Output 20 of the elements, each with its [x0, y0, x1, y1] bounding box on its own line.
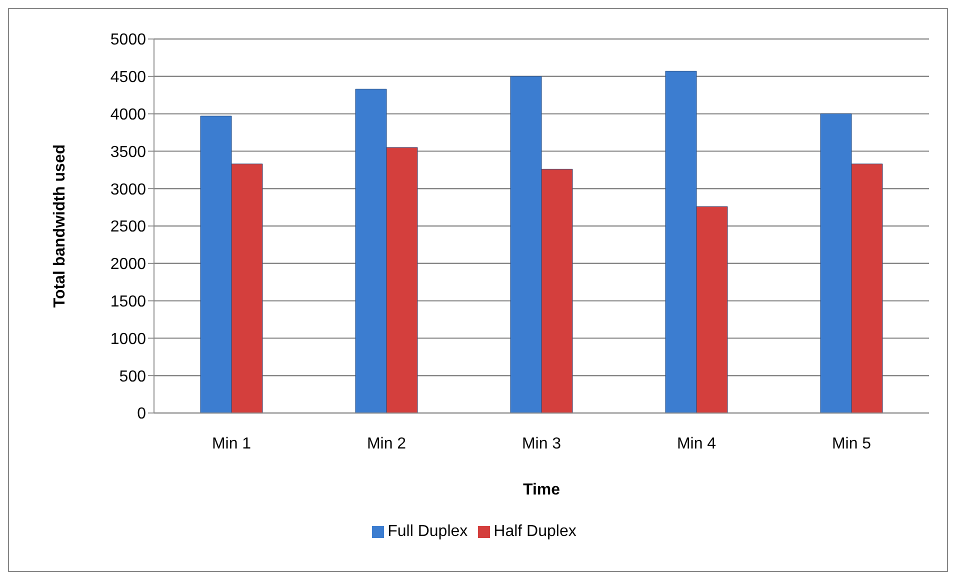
y-axis-title: Total bandwidth used — [52, 144, 69, 308]
x-tick-label: Min 5 — [832, 435, 872, 452]
y-tick-label: 2000 — [110, 256, 146, 274]
y-tick-label: 2500 — [110, 218, 146, 236]
y-tick-label: 1500 — [110, 293, 146, 310]
y-tick-label: 5000 — [110, 32, 146, 49]
x-tick-label: Min 2 — [366, 435, 406, 452]
y-tick-label: 0 — [137, 406, 146, 423]
x-tick-label: Min 4 — [676, 435, 716, 452]
y-tick-label: 500 — [119, 368, 146, 386]
legend-label: Half Duplex — [494, 523, 576, 540]
y-tick-label: 1000 — [110, 330, 146, 348]
x-tick-label: Min 1 — [212, 435, 252, 452]
x-axis-title: Time — [522, 481, 560, 498]
y-tick-label: 4500 — [110, 69, 146, 86]
legend-label: Full Duplex — [388, 523, 468, 540]
y-tick-label: 3500 — [110, 144, 146, 161]
y-tick-label: 4000 — [110, 106, 146, 124]
y-tick-label: 3000 — [110, 181, 146, 198]
x-tick-label: Min 3 — [522, 435, 562, 452]
